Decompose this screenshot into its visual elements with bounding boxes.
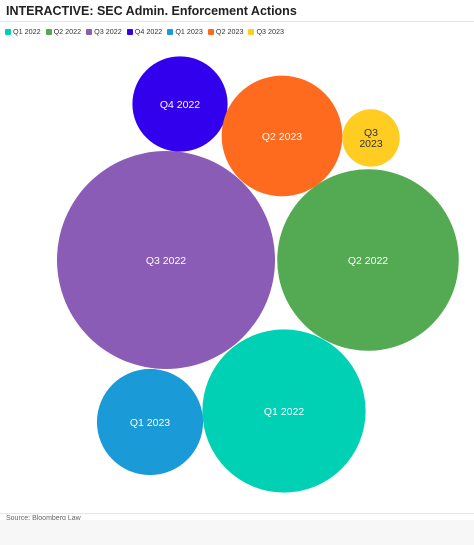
bubble-circle-q1-2022[interactable] <box>202 329 366 493</box>
legend-swatch <box>5 28 11 35</box>
title-divider <box>0 21 474 22</box>
bubble-label-q4-2022: Q4 2022 <box>160 99 200 111</box>
bubble-label-q3-2022: Q3 2022 <box>146 255 186 267</box>
bubble-q3-2023[interactable]: Q3 2023 <box>342 109 400 167</box>
legend-item-q3-2023[interactable]: Q3 2023 <box>248 27 284 36</box>
bubble-circle-q4-2022[interactable] <box>132 56 228 152</box>
bubble-circle-q2-2023[interactable] <box>221 75 343 197</box>
legend-label: Q1 2023 <box>175 27 203 36</box>
legend-item-q4-2022[interactable]: Q4 2022 <box>126 27 163 36</box>
legend-swatch <box>207 28 214 35</box>
legend-swatch <box>167 28 174 35</box>
legend-label: Q3 2023 <box>256 27 285 36</box>
bubble-q3-2022[interactable]: Q3 2022 <box>57 151 275 369</box>
bubble-label-q1-2022: Q1 2022 <box>264 406 304 418</box>
bubble-label-q3-2023: Q3 2023 <box>359 127 383 150</box>
legend-swatch <box>126 28 133 35</box>
bubble-chart: Q1 2022 Q2 2022 Q3 2022 Q4 2022 Q1 2023 Q2 20… <box>57 56 459 493</box>
legend-label: Q4 2022 <box>134 27 163 36</box>
bubble-circle-q3-2022[interactable] <box>57 151 275 369</box>
legend-swatch <box>45 28 52 35</box>
bubble-label-q1-2023: Q1 2023 <box>130 417 170 429</box>
legend-label: Q3 2022 <box>94 27 122 36</box>
legend-swatch <box>248 28 255 35</box>
chart-legend: Q1 2022 Q2 2022 Q3 2022 Q4 2022 Q1 2023 Q2 20… <box>5 27 284 36</box>
bubble-circle-q2-2022[interactable] <box>277 169 459 351</box>
legend-item-q1-2023[interactable]: Q1 2023 <box>167 27 203 36</box>
legend-label: Q2 2022 <box>53 27 82 36</box>
legend-item-q3-2022[interactable]: Q3 2022 <box>86 27 122 36</box>
bubble-q1-2022[interactable]: Q1 2022 <box>202 329 366 493</box>
bubble-q2-2022[interactable]: Q2 2022 <box>277 169 459 351</box>
bubble-q2-2023[interactable]: Q2 2023 <box>221 75 343 197</box>
bubble-circle-q3-2023[interactable] <box>342 109 400 167</box>
legend-label: Q2 2023 <box>215 27 244 36</box>
chart-title: INTERACTIVE: SEC Admin. Enforcement Acti… <box>6 4 297 18</box>
source-note: Source: Bloomberg Law <box>6 515 81 522</box>
legend-item-q1-2022[interactable]: Q1 2022 <box>5 27 41 36</box>
legend-item-q2-2022[interactable]: Q2 2022 <box>45 27 82 36</box>
bubble-label-q2-2022: Q2 2022 <box>348 255 388 267</box>
legend-label: Q1 2022 <box>13 27 41 36</box>
footer-band <box>0 520 474 545</box>
bubble-label-q2-2023: Q2 2023 <box>262 131 302 143</box>
bubble-q4-2022[interactable]: Q4 2022 <box>132 56 228 152</box>
footer-divider <box>0 513 474 514</box>
bubble-circle-q1-2023[interactable] <box>96 368 204 476</box>
legend-swatch <box>86 28 93 35</box>
bubble-q1-2023[interactable]: Q1 2023 <box>96 368 204 476</box>
legend-item-q2-2023[interactable]: Q2 2023 <box>207 27 244 36</box>
